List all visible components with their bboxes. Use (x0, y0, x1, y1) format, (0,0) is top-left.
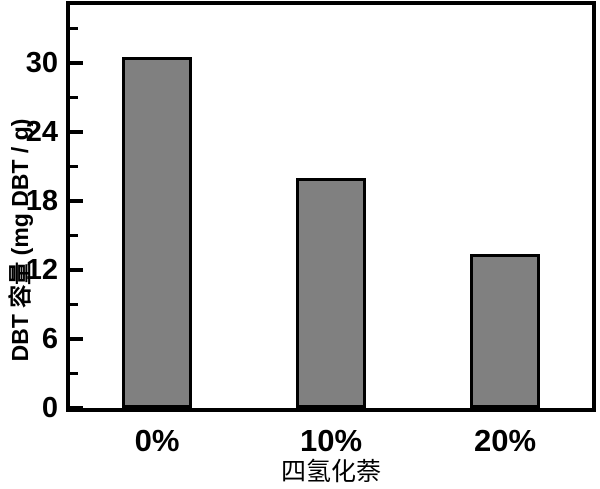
y-tick-label: 6 (41, 322, 58, 355)
y-minor-tick (70, 233, 78, 237)
x-axis-title: 四氢化萘 (280, 458, 381, 486)
y-major-tick (70, 406, 83, 410)
x-category-label: 10% (299, 423, 363, 458)
y-major-tick (70, 198, 83, 203)
y-tick-label: 18 (25, 184, 58, 217)
bar (470, 253, 540, 408)
y-tick-label: 24 (25, 115, 58, 148)
y-tick-label: 12 (25, 253, 58, 286)
bar (122, 56, 192, 408)
x-category-label: 20% (473, 423, 537, 458)
y-minor-tick (70, 302, 78, 306)
bar (296, 177, 366, 408)
y-major-tick (70, 60, 83, 65)
y-tick-label: 0 (41, 392, 58, 424)
x-category-label: 0% (134, 423, 180, 458)
y-minor-tick (70, 164, 78, 168)
y-tick-label: 30 (25, 46, 58, 79)
y-major-tick (70, 267, 83, 272)
y-major-tick (70, 336, 83, 341)
y-minor-tick (70, 26, 78, 30)
y-minor-tick (70, 95, 78, 99)
plot-frame (66, 1, 596, 412)
y-major-tick (70, 129, 83, 134)
y-minor-tick (70, 371, 78, 375)
